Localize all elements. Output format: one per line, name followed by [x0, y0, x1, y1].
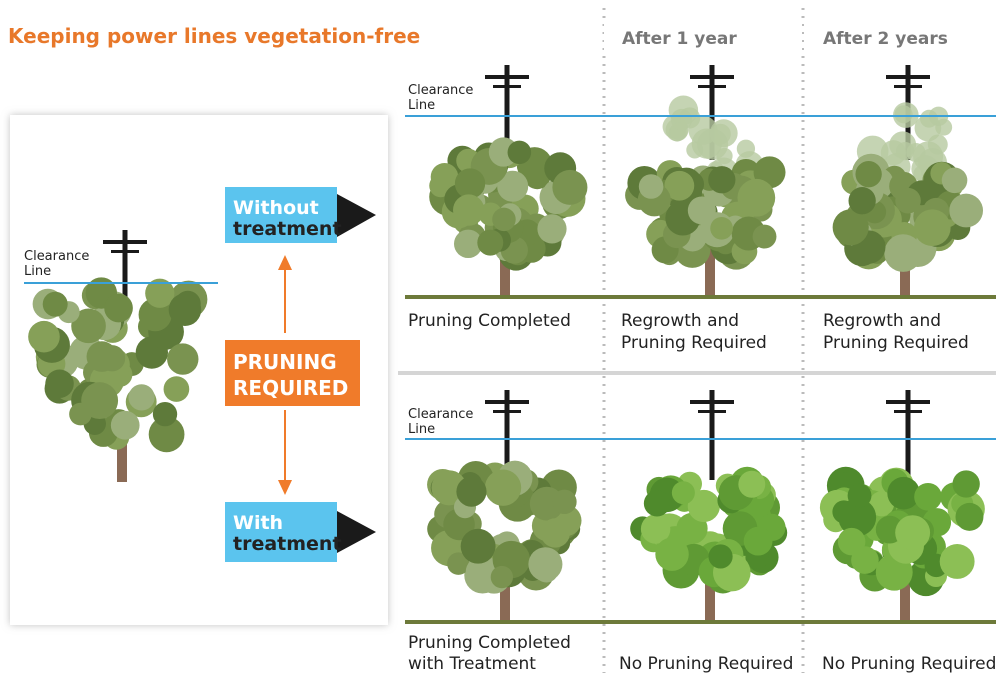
foliage — [492, 208, 515, 231]
foliage — [111, 411, 140, 440]
caption: Regrowth and — [621, 311, 739, 331]
diagram: Keeping power lines vegetation-free Afte… — [0, 0, 996, 673]
crossbar — [698, 85, 726, 88]
foliage — [895, 515, 930, 550]
foliage — [940, 544, 975, 579]
foliage — [753, 225, 777, 249]
foliage — [128, 384, 154, 410]
foliage — [153, 402, 177, 426]
foliage — [833, 209, 869, 245]
crossbar — [493, 410, 521, 413]
foliage — [552, 490, 576, 514]
foliage — [884, 234, 922, 272]
foliage — [477, 230, 503, 256]
regrowth — [670, 123, 688, 141]
clearance-label: Line — [408, 422, 435, 437]
crossbar — [103, 240, 147, 244]
foliage — [485, 470, 521, 506]
foliage — [914, 483, 942, 511]
foliage — [655, 537, 688, 570]
foliage — [708, 166, 735, 193]
caption: No Pruning Required — [619, 654, 793, 673]
foliage — [28, 321, 60, 353]
clearance-label: Line — [408, 98, 435, 113]
caption: Regrowth and — [823, 311, 941, 331]
foliage — [708, 544, 732, 568]
foliage — [710, 217, 733, 240]
regrowth — [895, 105, 913, 123]
foliage — [953, 470, 980, 497]
crossbar — [111, 250, 139, 253]
regrowth — [710, 119, 738, 147]
foliage — [552, 170, 587, 205]
foliage — [87, 341, 118, 372]
foliage — [45, 370, 73, 398]
foliage — [169, 293, 202, 326]
crossbar — [886, 400, 930, 404]
without-label: Without — [233, 197, 319, 219]
foliage — [688, 196, 716, 224]
clearance-label: Clearance — [408, 407, 473, 422]
foliage — [838, 528, 866, 556]
foliage — [456, 477, 486, 507]
foliage — [81, 382, 118, 419]
caption: Pruning Completed — [408, 311, 571, 331]
caption: Pruning Completed — [408, 633, 571, 653]
clearance-label: Line — [24, 264, 51, 279]
foliage — [455, 168, 485, 198]
crossbar — [690, 75, 734, 79]
crossbar — [690, 400, 734, 404]
foliage — [738, 471, 765, 498]
foliage — [164, 376, 190, 402]
foliage — [167, 343, 198, 374]
foliage — [541, 518, 570, 547]
foliage — [955, 503, 983, 531]
foliage — [848, 484, 872, 508]
crossbar — [485, 75, 529, 79]
foliage — [639, 174, 664, 199]
caption: No Pruning Required — [822, 654, 996, 673]
foliage — [508, 141, 532, 165]
with-label: With — [233, 512, 283, 534]
foliage — [672, 481, 695, 504]
crossbar — [894, 410, 922, 413]
regrowth — [737, 140, 755, 158]
foliage — [949, 194, 983, 228]
pruning-label: PRUNING — [233, 350, 337, 374]
crossbar — [698, 410, 726, 413]
caption: Pruning Required — [621, 333, 767, 353]
crossbar — [485, 400, 529, 404]
title: Keeping power lines vegetation-free — [8, 24, 420, 48]
regrowth — [889, 131, 916, 158]
foliage — [528, 547, 562, 581]
foliage — [453, 194, 484, 225]
crossbar — [886, 75, 930, 79]
caption: Pruning Required — [823, 333, 969, 353]
foliage — [104, 294, 133, 323]
pruning-label: REQUIRED — [233, 376, 348, 400]
foliage — [855, 161, 881, 187]
foliage — [644, 490, 670, 516]
clearance-label: Clearance — [24, 249, 89, 264]
with-label: treatment — [233, 533, 342, 555]
column-header: After 1 year — [622, 29, 737, 49]
without-label: treatment — [233, 218, 342, 240]
clearance-label: Clearance — [408, 83, 473, 98]
foliage — [914, 209, 951, 246]
crossbar — [493, 85, 521, 88]
foliage — [744, 527, 773, 556]
foliage — [43, 292, 68, 317]
caption: with Treatment — [408, 654, 536, 673]
regrowth — [920, 110, 938, 128]
foliage — [737, 179, 775, 217]
foliage — [942, 168, 968, 194]
foliage — [537, 214, 566, 243]
foliage — [848, 187, 875, 214]
foliage — [895, 188, 921, 214]
column-header: After 2 years — [823, 29, 948, 49]
foliage — [491, 566, 513, 588]
foliage — [461, 529, 496, 564]
crossbar — [894, 85, 922, 88]
